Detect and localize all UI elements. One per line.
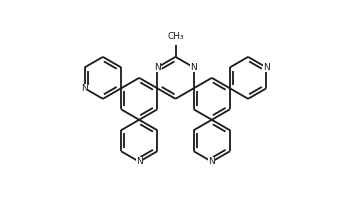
Text: N: N [136,157,143,166]
Text: N: N [263,63,270,72]
Text: N: N [190,63,197,72]
Text: N: N [154,63,161,72]
Text: CH₃: CH₃ [167,32,184,41]
Text: N: N [208,157,215,166]
Text: N: N [81,84,88,93]
